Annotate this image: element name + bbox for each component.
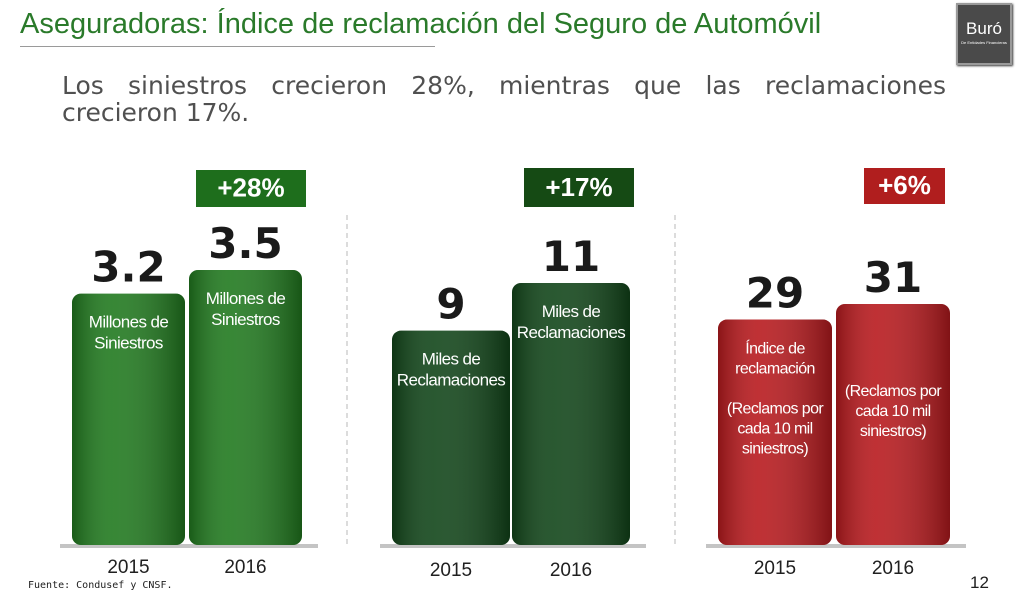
headline-text: Los siniestros crecieron 28%, mientras q… bbox=[62, 71, 946, 127]
bar-inner-label: Millones de bbox=[89, 313, 169, 332]
bar-shading bbox=[189, 270, 302, 545]
bar-inner-label: Miles de bbox=[422, 350, 481, 369]
bar-inner-label: (Reclamos por bbox=[845, 383, 943, 400]
bar-inner-label: siniestros) bbox=[860, 423, 927, 440]
growth-badge bbox=[864, 168, 945, 204]
bar-inner-label: siniestros) bbox=[742, 441, 809, 458]
bar-inner-label: Reclamaciones bbox=[397, 371, 506, 390]
bar-inner-label: cada 10 mil bbox=[737, 421, 812, 438]
data-label: 11 bbox=[542, 232, 600, 281]
bar-inner-label: Millones de bbox=[206, 289, 286, 308]
x-tick-label: 2015 bbox=[430, 560, 472, 581]
data-label: 9 bbox=[436, 280, 465, 329]
bar-shading bbox=[836, 304, 950, 545]
bar-inner-label: Miles de bbox=[542, 302, 601, 321]
axis-baseline bbox=[60, 544, 318, 548]
growth-badge bbox=[524, 168, 634, 207]
buro-logo: Buró De Entidades Financieras bbox=[956, 3, 1012, 65]
growth-badge-label: +28% bbox=[217, 173, 284, 203]
source-note: Fuente: Condusef y CNSF. bbox=[28, 580, 173, 591]
data-label: 3.2 bbox=[91, 243, 165, 292]
x-tick-label: 2015 bbox=[107, 557, 149, 578]
x-tick-label: 2016 bbox=[550, 560, 592, 581]
axis-baseline bbox=[380, 544, 646, 548]
title-underline bbox=[20, 46, 435, 47]
data-label: 31 bbox=[864, 253, 922, 302]
growth-badge bbox=[196, 170, 306, 207]
bar-inner-label: reclamación bbox=[735, 361, 815, 378]
bar-shading bbox=[392, 330, 510, 545]
page-number: 12 bbox=[970, 573, 989, 592]
bar-inner-label: cada 10 mil bbox=[855, 403, 930, 420]
data-label: 3.5 bbox=[208, 219, 282, 268]
growth-badge-label: +17% bbox=[545, 172, 612, 202]
x-tick-label: 2016 bbox=[872, 558, 914, 579]
x-tick-label: 2015 bbox=[754, 558, 796, 579]
growth-badge-label: +6% bbox=[878, 170, 931, 200]
bar-inner-label: Reclamaciones bbox=[517, 323, 626, 342]
x-tick-label: 2016 bbox=[224, 557, 266, 578]
bar-inner-label: (Reclamos por bbox=[727, 401, 825, 418]
bar-inner-label: Índice de bbox=[745, 339, 805, 358]
data-label: 29 bbox=[746, 269, 804, 318]
logo-wordmark: Buró bbox=[966, 19, 1002, 38]
bar-inner-label: Siniestros bbox=[94, 334, 163, 353]
page-title: Aseguradoras: Índice de reclamación del … bbox=[20, 8, 822, 40]
axis-baseline bbox=[706, 544, 966, 548]
bar-inner-label: Siniestros bbox=[211, 310, 280, 329]
bar-shading bbox=[718, 319, 832, 545]
logo-tagline: De Entidades Financieras bbox=[961, 40, 1007, 45]
bar-shading bbox=[512, 283, 630, 545]
bar-shading bbox=[72, 293, 185, 545]
